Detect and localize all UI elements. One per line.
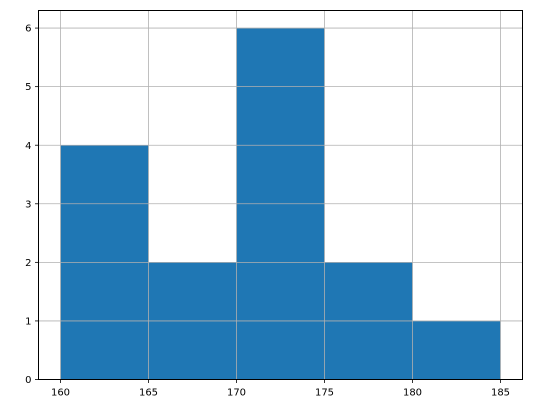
axes-frame: [38, 10, 523, 380]
y-tick-label: 0: [25, 375, 31, 386]
x-axis-ticks: 160 165 170 175 180 185: [51, 379, 510, 399]
y-tick-label: 5: [25, 82, 31, 93]
y-tick-label: 2: [25, 258, 31, 269]
y-tick-label: 3: [25, 199, 31, 210]
x-tick-label: 160: [51, 388, 70, 399]
x-tick-label: 180: [403, 388, 422, 399]
y-tick-label: 4: [25, 141, 31, 152]
y-axis-ticks: 0 1 2 3 4 5 6: [25, 24, 39, 386]
x-tick-label: 165: [139, 388, 158, 399]
y-tick-label: 1: [25, 317, 31, 328]
x-tick-label: 185: [491, 388, 510, 399]
x-tick-label: 175: [315, 388, 334, 399]
histogram-bar: [412, 320, 501, 380]
y-tick-label: 6: [25, 24, 31, 35]
x-tick-label: 170: [227, 388, 246, 399]
